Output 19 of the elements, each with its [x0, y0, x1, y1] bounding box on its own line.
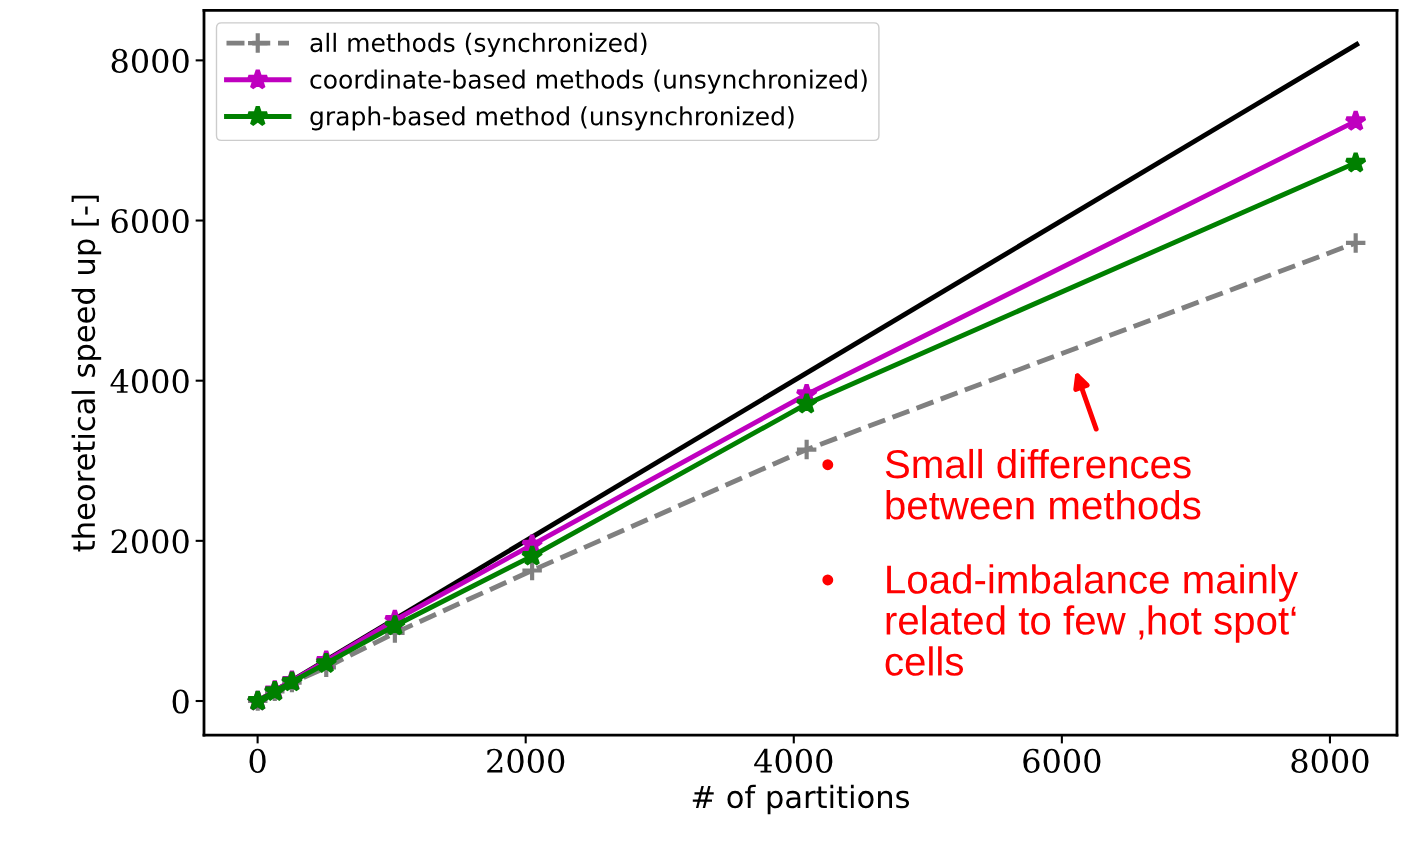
x-tick-label: 4000	[754, 748, 833, 773]
legend-label: coordinate-based methods (unsynchronized)	[310, 69, 867, 94]
annotation: Load-imbalance mainly related to few ‚hot spot‘ cells	[885, 564, 1298, 676]
x-tick-label: 0	[249, 748, 266, 773]
x-tick-label: 6000	[1023, 748, 1101, 773]
y-axis-title: theoretical speed up [-]	[71, 195, 102, 552]
legend-label: all methods (synchronized)	[310, 32, 647, 58]
annotation: •	[822, 459, 834, 471]
y-tick-label: 6000	[111, 208, 189, 234]
x-axis-title: # of partitions	[692, 784, 910, 815]
x-tick-label: 8000	[1291, 748, 1369, 773]
y-tick-label: 2000	[111, 529, 189, 554]
y-tick-label: 0	[172, 689, 189, 714]
annotation: Small differences between methods	[885, 448, 1201, 520]
legend-label: graph-based method (unsynchronized)	[310, 106, 794, 131]
y-tick-label: 8000	[111, 48, 189, 73]
y-tick-label: 4000	[110, 369, 189, 394]
annotation: •	[822, 574, 834, 586]
x-tick-label: 2000	[487, 748, 565, 773]
